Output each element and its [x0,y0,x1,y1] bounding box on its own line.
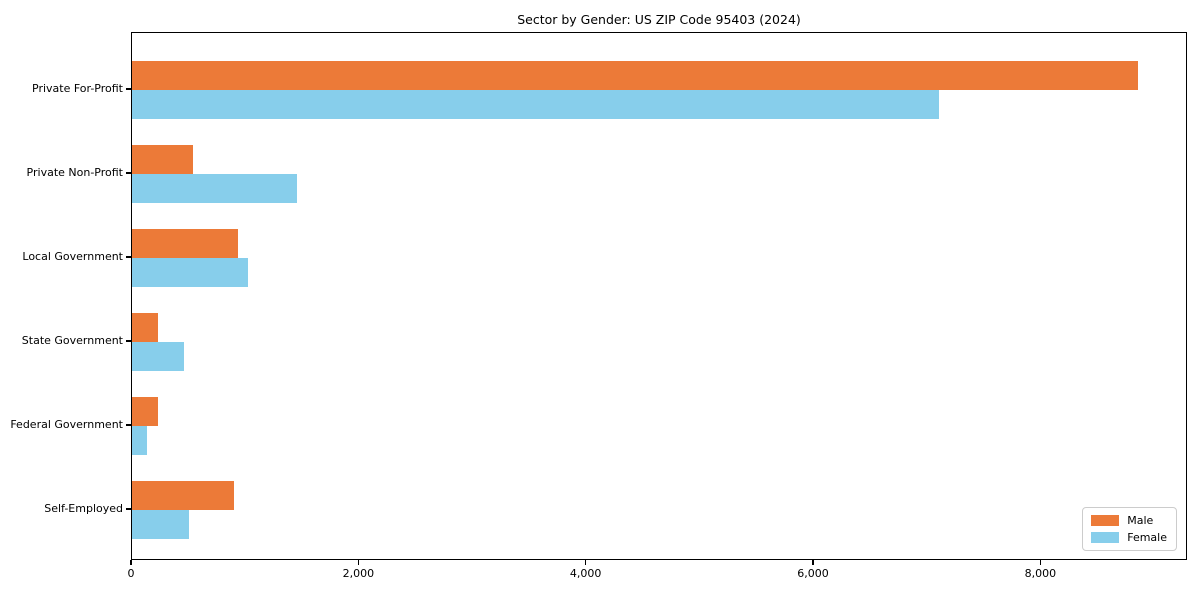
x-tick [130,560,132,565]
plot-area: Male Female [131,32,1187,560]
y-tick [126,340,131,342]
bar-female-0 [132,90,940,119]
x-tick-label: 8,000 [1024,567,1057,580]
legend-swatch-male [1091,515,1120,526]
y-tick [126,256,131,258]
bar-male-4 [132,397,159,426]
legend-label: Male [1127,514,1154,527]
x-tick-label: 6,000 [797,567,829,580]
x-tick [357,560,360,565]
legend: Male Female [1082,507,1177,551]
y-tick-label: Private For-Profit [32,82,123,95]
x-tick-label: 0 [127,567,135,580]
x-tick-label: 4,000 [569,567,602,580]
bar-female-1 [132,174,297,203]
y-tick-label: State Government [21,334,123,347]
legend-entry-female: Female [1091,531,1167,544]
bar-male-1 [132,145,194,174]
y-tick-label: Local Government [22,250,123,263]
y-tick [126,424,131,426]
y-tick-label: Federal Government [10,418,123,431]
bar-female-5 [132,510,189,539]
x-tick-label: 2,000 [342,567,375,580]
bar-female-2 [132,258,248,287]
bar-male-3 [132,313,159,342]
y-tick [126,508,131,510]
bar-male-2 [132,229,238,258]
bar-female-3 [132,342,185,371]
bar-male-0 [132,61,1138,90]
legend-swatch-female [1091,532,1120,543]
chart-title: Sector by Gender: US ZIP Code 95403 (202… [517,12,801,27]
y-tick-label: Private Non-Profit [26,166,123,179]
x-tick [584,560,587,565]
legend-label: Female [1127,531,1167,544]
x-tick [812,560,814,565]
x-tick [1039,560,1042,565]
y-tick-label: Self-Employed [44,502,123,515]
legend-entry-male: Male [1091,514,1167,527]
bar-male-5 [132,481,235,510]
y-tick [126,88,131,90]
bar-female-4 [132,426,147,455]
y-tick [126,172,131,174]
